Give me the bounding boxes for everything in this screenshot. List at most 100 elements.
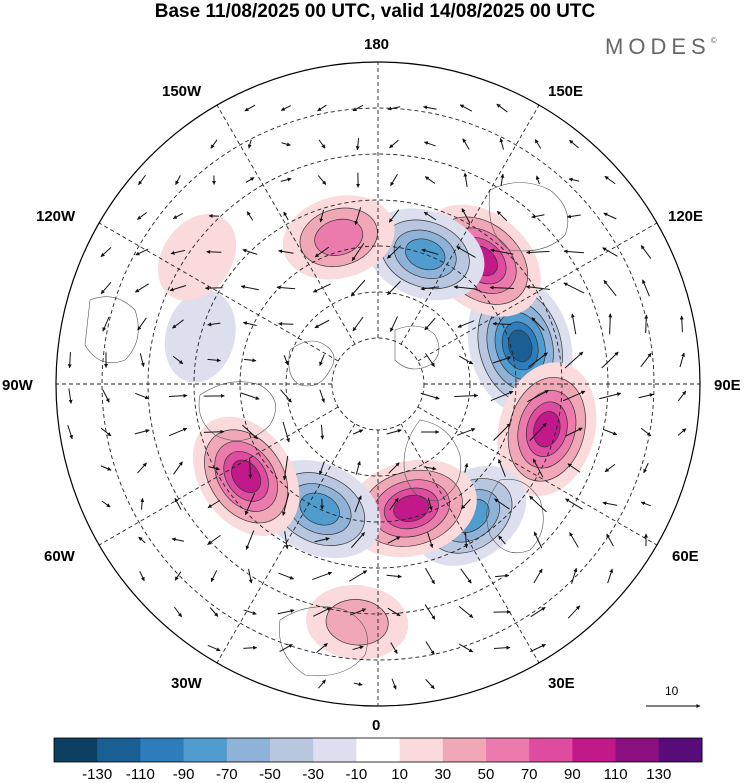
wind-vector	[427, 497, 433, 511]
wind-vector	[283, 211, 289, 221]
colorbar-frame	[53, 737, 703, 763]
wind-vector	[531, 214, 545, 219]
wind-vector	[243, 358, 257, 363]
wind-vector	[679, 352, 685, 368]
wind-vector	[493, 645, 511, 650]
wind-vector	[172, 213, 184, 219]
lon-label-30e: 30E	[548, 675, 575, 692]
contour-fill	[231, 459, 262, 493]
wind-vector	[67, 425, 74, 440]
wind-vector	[316, 643, 328, 653]
wind-vector	[352, 645, 364, 651]
wind-vector	[425, 567, 435, 585]
wind-vector	[318, 461, 325, 475]
wind-vector	[355, 138, 360, 151]
wind-vector	[534, 139, 542, 149]
contour-fill	[314, 218, 364, 256]
wind-vector	[348, 570, 368, 582]
wind-vector	[282, 456, 289, 481]
wind-vector	[320, 424, 325, 440]
wind-vector	[388, 462, 400, 474]
colorbar-swatch	[183, 738, 228, 762]
wind-vector	[245, 177, 255, 183]
colorbar-swatch	[399, 738, 444, 762]
wind-vector	[245, 530, 255, 550]
wind-vector	[210, 139, 218, 149]
wind-vector	[492, 356, 512, 364]
wind-vector	[349, 608, 367, 616]
wind-vector	[499, 138, 504, 150]
wind-vector	[530, 643, 546, 653]
wind-vector	[494, 498, 510, 510]
wind-vector	[100, 465, 112, 471]
wind-vector	[173, 461, 183, 475]
wind-vector	[137, 317, 147, 331]
wind-vector	[354, 495, 362, 513]
wind-vector	[246, 211, 254, 221]
colorbar-tick-label: 130	[646, 766, 672, 783]
wind-vector	[284, 531, 289, 550]
meridian	[216, 423, 356, 664]
wind-vector	[459, 104, 473, 112]
lon-label-60w: 60W	[44, 548, 75, 565]
lon-label-150w: 150W	[162, 83, 202, 100]
contour-fill	[507, 329, 533, 363]
wind-vector	[677, 428, 687, 436]
wind-vector	[458, 605, 474, 619]
wind-vector	[462, 138, 470, 150]
wind-vector	[389, 139, 399, 149]
colorbar-tick-label: 10	[391, 766, 408, 783]
wind-vector	[489, 285, 515, 290]
reference-vector-value: 10	[665, 684, 679, 698]
wind-vector	[677, 390, 687, 402]
wind-vector	[207, 499, 221, 509]
wind-vector	[388, 209, 400, 223]
wind-vector	[101, 500, 111, 508]
colorbar-tick-label: 90	[564, 766, 581, 783]
brand-text: MODES	[605, 34, 711, 59]
wind-vector	[533, 568, 543, 584]
colorbar-swatch	[140, 738, 185, 762]
wind-vector	[314, 537, 330, 543]
wind-vector	[203, 429, 225, 434]
colorbar	[53, 737, 703, 763]
wind-vector	[168, 393, 188, 398]
wind-vector	[313, 607, 332, 617]
wind-vector	[563, 282, 585, 294]
contour-fill	[405, 238, 446, 271]
colorbar-tick-label: -50	[259, 766, 281, 783]
wind-vector	[528, 352, 548, 368]
anomaly-center-3	[365, 208, 485, 301]
wind-vector	[390, 316, 398, 332]
colorbar-tick-label: -70	[215, 766, 238, 783]
wind-vector	[602, 247, 618, 257]
colorbar-tick-label: -130	[82, 766, 113, 783]
wind-vector	[139, 353, 145, 367]
wind-vector	[243, 609, 257, 615]
wind-vector	[171, 537, 185, 542]
colorbar-swatch	[54, 738, 98, 762]
wind-vector	[461, 498, 471, 510]
wind-vector	[456, 246, 476, 258]
wind-vector	[280, 177, 292, 182]
wind-vector	[602, 501, 618, 506]
wind-vector	[638, 393, 654, 399]
colorbar-tick-label: 30	[434, 766, 452, 783]
wind-vector	[498, 535, 506, 545]
modes-logo: MODES©	[605, 34, 717, 60]
copyright-mark: ©	[710, 36, 717, 45]
wind-vector	[564, 351, 584, 369]
colorbar-tick-label: -30	[302, 766, 325, 783]
wind-vector	[170, 249, 186, 255]
wind-vector	[390, 174, 398, 187]
wind-vector	[278, 572, 294, 580]
wind-vector	[425, 678, 435, 690]
wind-vector	[500, 173, 505, 187]
wind-vector	[529, 422, 547, 442]
wind-vector	[493, 423, 511, 441]
colorbar-swatch	[658, 738, 703, 762]
wind-vector	[319, 209, 325, 223]
wind-vector	[168, 427, 188, 437]
anomaly-center-4	[282, 195, 395, 280]
wind-vector	[312, 283, 331, 293]
